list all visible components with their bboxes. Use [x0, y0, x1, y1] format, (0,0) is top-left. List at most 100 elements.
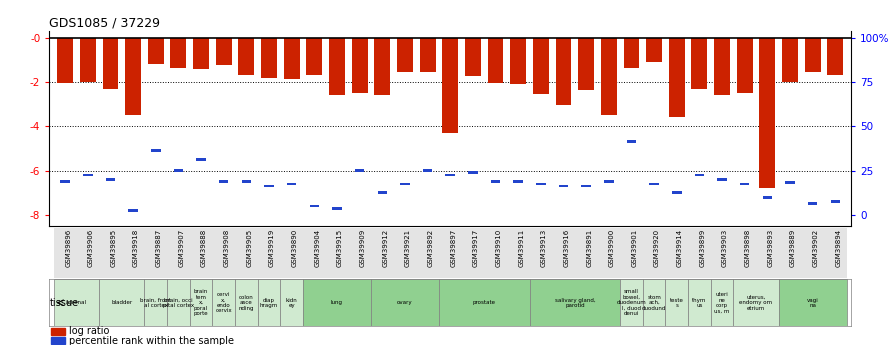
Bar	[672, 191, 682, 194]
Bar	[309, 205, 319, 207]
Bar	[642, 228, 666, 278]
Bar	[734, 279, 779, 326]
Text: prostate: prostate	[473, 300, 495, 305]
Text: vagi
na: vagi na	[806, 297, 819, 308]
Bar	[371, 279, 439, 326]
Bar	[646, 38, 662, 62]
Text: GSM39908: GSM39908	[224, 229, 229, 267]
Bar	[582, 185, 591, 187]
Bar	[805, 38, 821, 72]
Text: brain, front
al cortex: brain, front al cortex	[141, 297, 171, 308]
Text: GSM39905: GSM39905	[246, 229, 253, 267]
Bar	[219, 180, 228, 183]
Bar	[194, 38, 209, 69]
Bar	[423, 169, 433, 172]
Bar	[264, 185, 274, 187]
Bar	[76, 228, 99, 278]
Text: GSM39916: GSM39916	[564, 229, 570, 267]
Bar	[824, 228, 847, 278]
Bar	[801, 228, 824, 278]
Bar	[216, 38, 232, 66]
Text: GSM39903: GSM39903	[722, 229, 728, 267]
Bar	[212, 228, 235, 278]
Text: GSM39906: GSM39906	[88, 229, 94, 267]
Text: bladder: bladder	[111, 300, 133, 305]
Bar	[626, 140, 636, 143]
Text: GSM39920: GSM39920	[654, 229, 660, 267]
Bar	[280, 279, 303, 326]
Bar	[261, 38, 277, 78]
Bar	[510, 38, 526, 84]
Bar	[694, 174, 704, 176]
Text: uteri
ne
corp
us, m: uteri ne corp us, m	[714, 292, 729, 313]
Bar	[235, 228, 258, 278]
Bar	[128, 209, 138, 212]
Bar	[688, 228, 711, 278]
Bar	[57, 38, 73, 83]
Bar	[397, 38, 413, 72]
Text: GSM39888: GSM39888	[201, 229, 207, 267]
Bar	[80, 38, 96, 82]
Bar	[601, 38, 616, 115]
Bar	[83, 174, 92, 176]
Bar	[668, 38, 685, 117]
Text: brain, occi
pital cortex: brain, occi pital cortex	[163, 297, 194, 308]
Bar	[303, 279, 371, 326]
Text: GSM39921: GSM39921	[405, 229, 411, 267]
Text: ovary: ovary	[397, 300, 413, 305]
Text: cervi
x,
endo
cervix: cervi x, endo cervix	[215, 292, 232, 313]
Bar	[556, 38, 572, 105]
Bar	[808, 203, 817, 205]
Text: salivary gland,
parotid: salivary gland, parotid	[555, 297, 595, 308]
Bar	[303, 228, 325, 278]
Bar	[99, 228, 122, 278]
Bar	[734, 228, 756, 278]
Text: GSM39902: GSM39902	[813, 229, 819, 267]
Text: kidn
ey: kidn ey	[286, 297, 297, 308]
Text: stom
ach,
duodund: stom ach, duodund	[642, 295, 667, 310]
Text: lung: lung	[331, 300, 343, 305]
Bar	[827, 38, 843, 75]
Bar	[782, 38, 798, 82]
Text: thym
us: thym us	[693, 297, 707, 308]
Bar	[718, 178, 727, 181]
Bar	[102, 38, 118, 89]
Bar	[831, 200, 840, 203]
Bar	[620, 279, 642, 326]
Bar	[552, 228, 575, 278]
Bar	[393, 228, 417, 278]
Bar	[513, 180, 523, 183]
Text: GSM39898: GSM39898	[745, 229, 751, 267]
Bar	[125, 38, 141, 115]
Bar	[167, 279, 190, 326]
Bar	[375, 38, 391, 95]
Bar	[465, 38, 481, 77]
Bar	[650, 183, 659, 185]
Bar	[714, 38, 730, 95]
Text: GSM39907: GSM39907	[178, 229, 185, 267]
Bar	[762, 196, 772, 198]
Bar	[144, 279, 167, 326]
Text: GSM39887: GSM39887	[156, 229, 162, 267]
Bar	[60, 180, 70, 183]
Text: GSM39899: GSM39899	[700, 229, 705, 267]
Bar	[578, 38, 594, 90]
Bar	[760, 38, 775, 188]
Bar	[419, 38, 435, 72]
Bar	[401, 183, 409, 185]
Bar	[151, 149, 160, 152]
Bar	[604, 180, 614, 183]
Bar	[212, 279, 235, 326]
Bar	[487, 38, 504, 83]
Bar	[443, 38, 458, 133]
Bar	[692, 38, 707, 89]
Text: small
bowel,
duodenum
I, duod
denui: small bowel, duodenum I, duod denui	[616, 289, 646, 316]
Bar	[779, 228, 801, 278]
Bar	[779, 279, 847, 326]
Bar	[666, 279, 688, 326]
Text: GSM39889: GSM39889	[790, 229, 796, 267]
Bar	[174, 169, 183, 172]
Bar	[445, 174, 455, 176]
Text: GSM39917: GSM39917	[473, 229, 478, 267]
Text: GSM39893: GSM39893	[767, 229, 773, 267]
